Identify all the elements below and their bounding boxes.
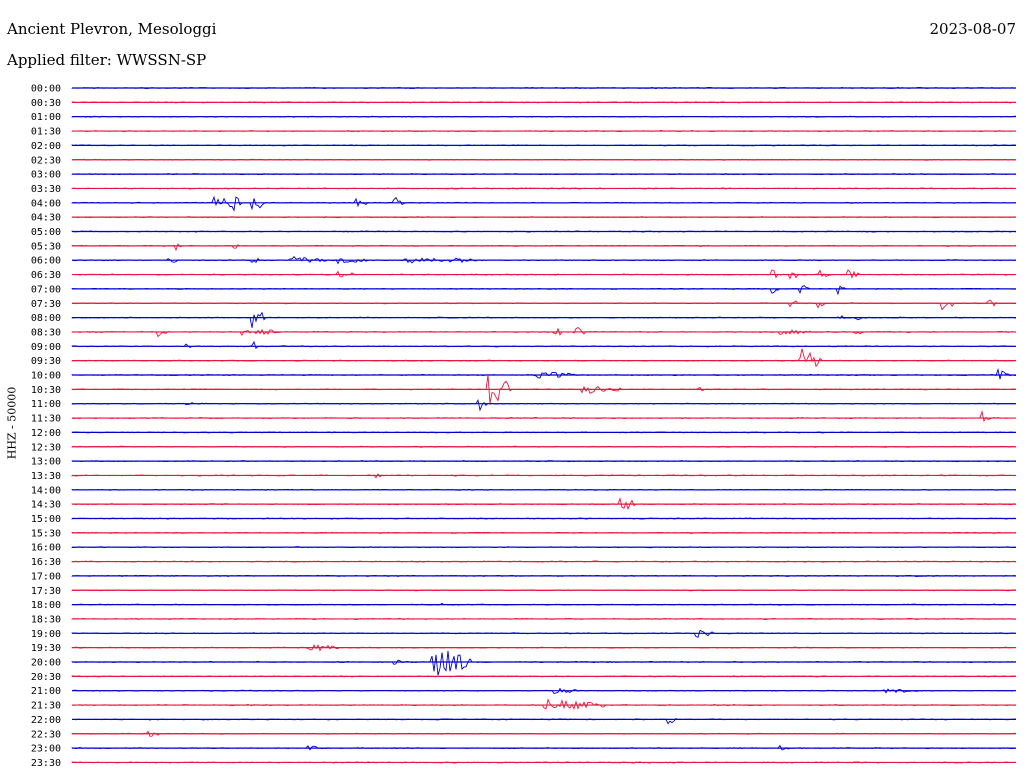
trace-line-2130 <box>71 698 1017 710</box>
tick-label-0330: 03:30 <box>31 184 61 195</box>
tick-label-0230: 02:30 <box>31 155 61 166</box>
station-title: Ancient Plevron, Mesologgi <box>7 20 217 38</box>
tick-label-2300: 23:00 <box>31 744 61 755</box>
tick-label-2000: 20:00 <box>31 658 61 669</box>
filter-label: Applied filter: WWSSN-SP <box>7 51 207 69</box>
time-label-group: 00:00 00:30 01:00 01:30 02:00 02:30 03:00 03:30… <box>31 84 61 769</box>
tick-label-1100: 11:00 <box>31 399 61 410</box>
trace-line-0900 <box>71 340 1017 350</box>
tick-label-2130: 21:30 <box>31 701 61 712</box>
trace-line-0700 <box>71 284 1017 296</box>
tick-label-1030: 10:30 <box>31 385 61 396</box>
tick-label-1400: 14:00 <box>31 485 61 496</box>
tick-label-1600: 16:00 <box>31 543 61 554</box>
tick-label-1700: 17:00 <box>31 571 61 582</box>
tick-label-1130: 11:30 <box>31 414 61 425</box>
trace-line-1130 <box>71 410 1017 423</box>
trace-line-0930 <box>71 348 1017 368</box>
tick-label-0830: 08:30 <box>31 327 61 338</box>
tick-label-1730: 17:30 <box>31 586 61 597</box>
trace-line-0530 <box>71 243 1017 252</box>
tick-label-0800: 08:00 <box>31 313 61 324</box>
tick-label-1830: 18:30 <box>31 614 61 625</box>
tick-label-1200: 12:00 <box>31 428 61 439</box>
tick-label-0530: 05:30 <box>31 241 61 252</box>
tick-label-2330: 23:30 <box>31 758 61 769</box>
tick-label-1430: 14:30 <box>31 500 61 511</box>
tick-label-0430: 04:30 <box>31 213 61 224</box>
tick-label-0400: 04:00 <box>31 198 61 209</box>
tick-label-0300: 03:00 <box>31 170 61 181</box>
tick-label-2230: 22:30 <box>31 729 61 740</box>
tick-label-1000: 10:00 <box>31 371 61 382</box>
trace-line-0730 <box>71 299 1017 311</box>
tick-label-1300: 13:00 <box>31 457 61 468</box>
tick-label-0900: 09:00 <box>31 342 61 353</box>
tick-label-0700: 07:00 <box>31 284 61 295</box>
tick-label-0100: 01:00 <box>31 112 61 123</box>
tick-label-2100: 21:00 <box>31 686 61 697</box>
tick-label-0730: 07:30 <box>31 299 61 310</box>
tick-label-0600: 06:00 <box>31 256 61 267</box>
tick-label-1330: 13:30 <box>31 471 61 482</box>
trace-line-0400 <box>71 195 1017 212</box>
tick-label-0030: 00:30 <box>31 98 61 109</box>
tick-label-0630: 06:30 <box>31 270 61 281</box>
tick-label-2200: 22:00 <box>31 715 61 726</box>
tick-label-1500: 15:00 <box>31 514 61 525</box>
tick-label-1530: 15:30 <box>31 528 61 539</box>
tick-label-0500: 05:00 <box>31 227 61 238</box>
tick-label-1800: 18:00 <box>31 600 61 611</box>
trace-line-0800 <box>71 311 1017 328</box>
tick-label-2030: 20:30 <box>31 672 61 683</box>
trace-line-1100 <box>71 399 1016 412</box>
tick-label-1630: 16:30 <box>31 557 61 568</box>
date-label: 2023-08-07 <box>929 20 1016 38</box>
tick-label-0930: 09:30 <box>31 356 61 367</box>
tick-label-0130: 01:30 <box>31 127 61 138</box>
tick-label-1900: 19:00 <box>31 629 61 640</box>
tick-label-0200: 02:00 <box>31 141 61 152</box>
tick-label-0000: 00:00 <box>31 84 61 95</box>
tick-label-1930: 19:30 <box>31 643 61 654</box>
trace-line-2000 <box>71 650 1017 676</box>
trace-group <box>71 86 1017 764</box>
tick-label-1230: 12:30 <box>31 442 61 453</box>
